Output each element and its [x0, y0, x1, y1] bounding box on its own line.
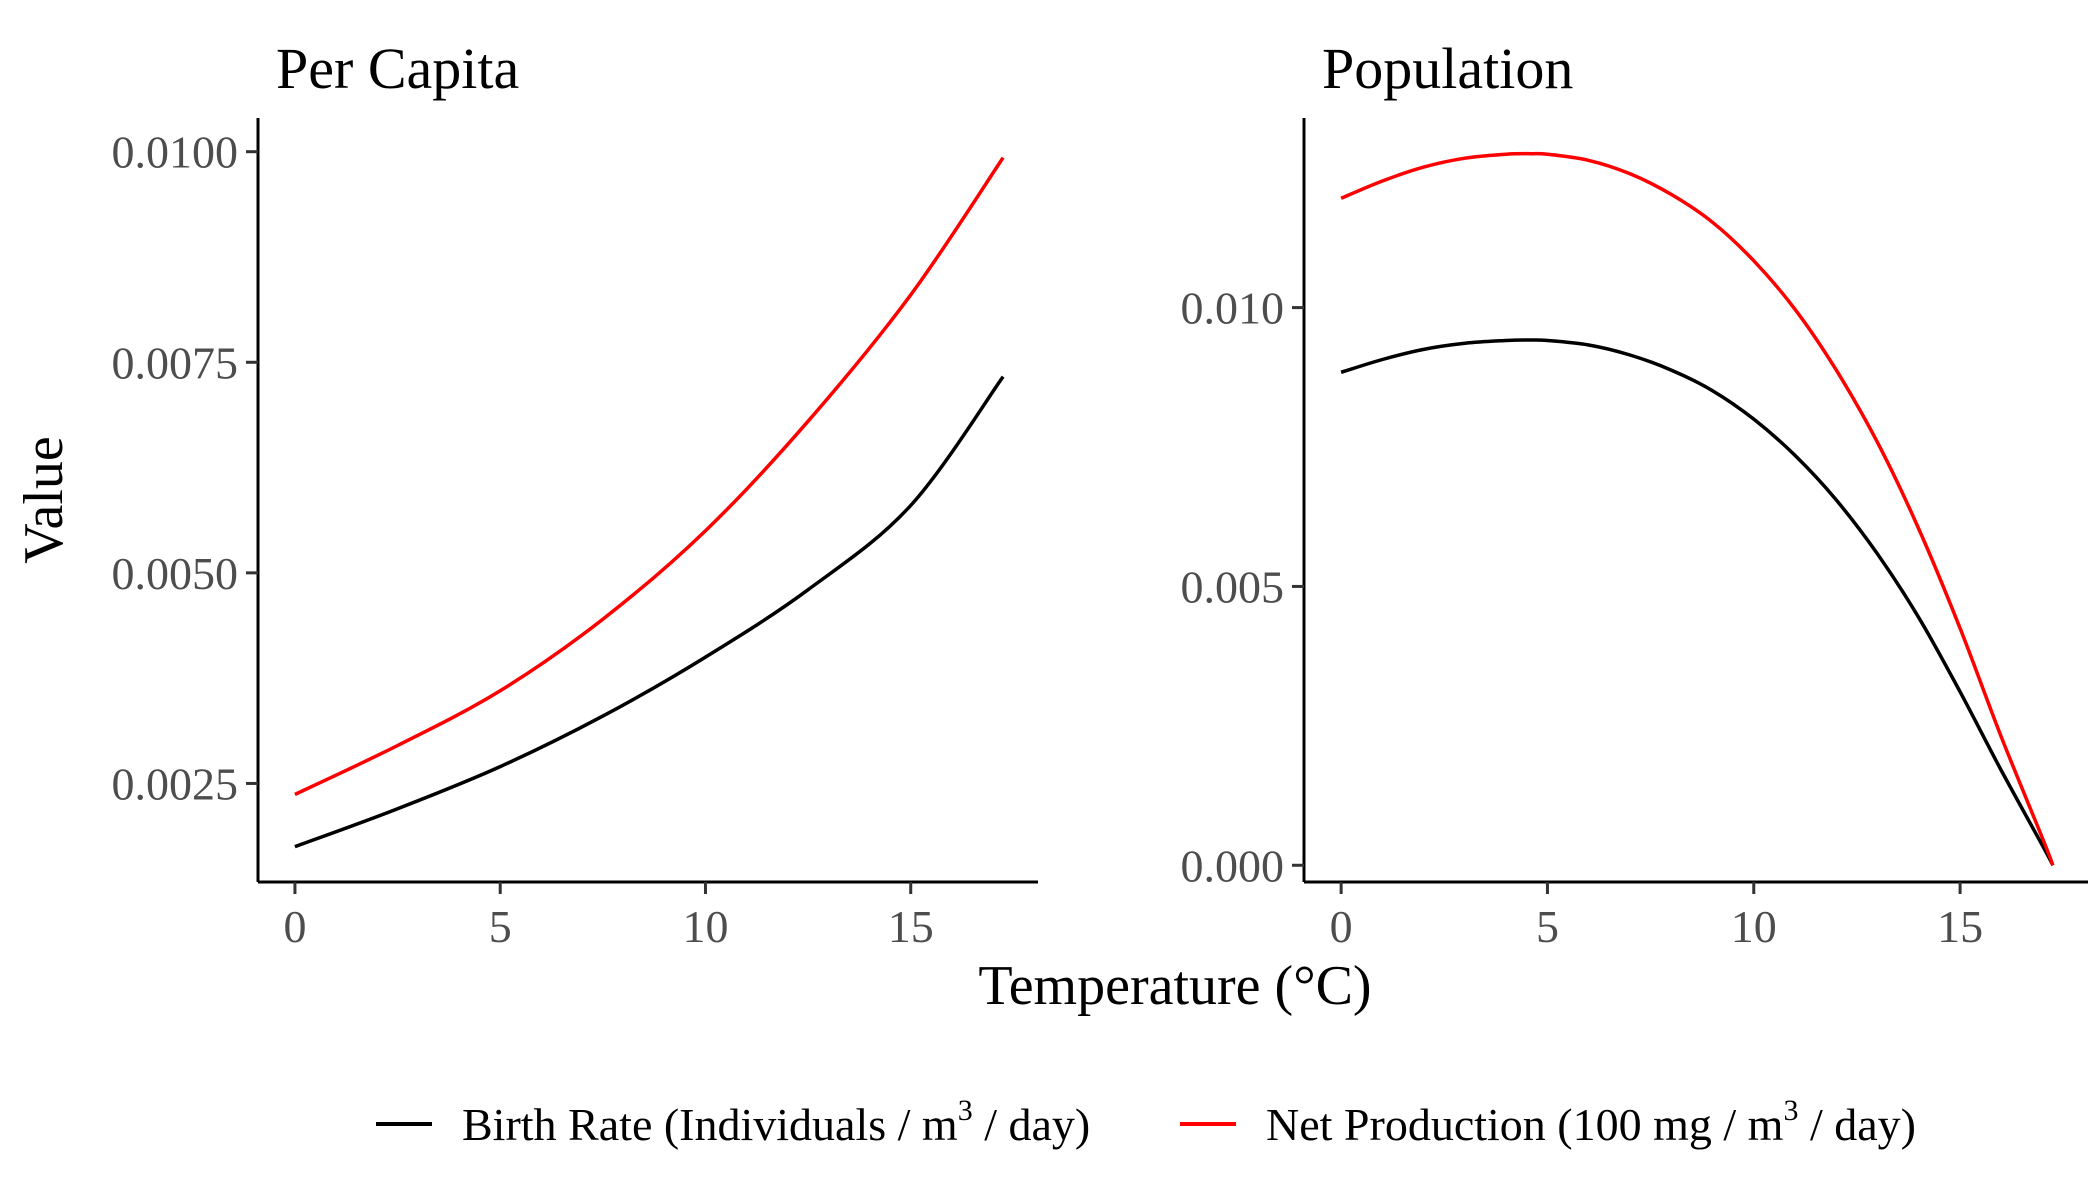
x-tick-label: 0 — [283, 901, 306, 952]
legend-label-birth-rate: Birth Rate (Individuals / m3 / day) — [462, 1094, 1090, 1150]
y-axis-title: Value — [13, 436, 75, 564]
y-tick-label: 0.010 — [1181, 283, 1285, 334]
series-line-birth-rate — [1340, 338, 2055, 867]
x-tick-label: 5 — [489, 901, 512, 952]
x-tick-label: 15 — [888, 901, 934, 952]
y-tick-label: 0.0025 — [112, 758, 239, 809]
y-tick-label: 0.005 — [1181, 561, 1285, 612]
panel-title-population: Population — [1322, 36, 1573, 101]
y-tick-label: 0.000 — [1181, 840, 1285, 891]
legend: Birth Rate (Individuals / m3 / day) Net … — [376, 1094, 1916, 1150]
y-tick-label: 0.0075 — [112, 337, 239, 388]
legend-label-net-production: Net Production (100 mg / m3 / day) — [1266, 1094, 1916, 1150]
x-axis-title: Temperature (°C) — [978, 955, 1371, 1017]
panel-population: Population 0.000 0.005 0.010 0 5 10 15 — [1181, 36, 2088, 952]
y-tick-label: 0.0050 — [112, 548, 239, 599]
x-tick-label: 15 — [1937, 901, 1983, 952]
x-tick-label: 0 — [1330, 901, 1353, 952]
y-tick-label: 0.0100 — [112, 127, 239, 178]
series-line-net-production — [1340, 151, 2055, 866]
series-line-birth-rate — [294, 375, 1005, 849]
x-tick-label: 5 — [1536, 901, 1559, 952]
series-line-net-production — [294, 156, 1005, 796]
panel-per-capita: Per Capita 0.0025 0.0050 0.0075 0.0100 0 5 10 15 — [112, 36, 1038, 952]
x-tick-label: 10 — [1731, 901, 1777, 952]
x-tick-label: 10 — [682, 901, 728, 952]
panel-title-per-capita: Per Capita — [276, 36, 519, 101]
